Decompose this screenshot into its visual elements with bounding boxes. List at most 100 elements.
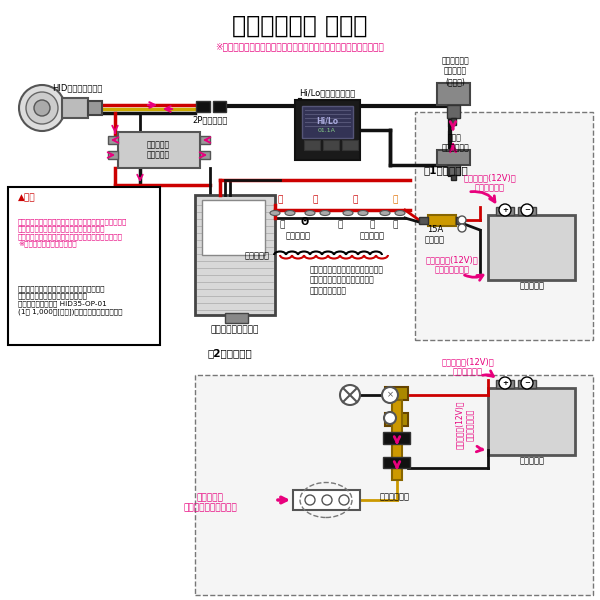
Ellipse shape: [270, 211, 280, 215]
Ellipse shape: [380, 211, 390, 215]
Text: 延長コード: 延長コード: [245, 251, 270, 260]
Circle shape: [521, 204, 533, 216]
Text: 15A
ヒューズ: 15A ヒューズ: [425, 225, 445, 245]
Text: バッテリー(12V)の
プラスに接続: バッテリー(12V)の プラスに接続: [442, 357, 494, 377]
Bar: [196, 101, 210, 112]
Bar: [383, 457, 410, 468]
Circle shape: [382, 387, 398, 403]
Circle shape: [19, 85, 65, 131]
Bar: [385, 387, 408, 400]
Bar: [496, 380, 514, 388]
Text: 橙: 橙: [392, 196, 398, 205]
Text: Θ: Θ: [301, 217, 309, 227]
Text: +: +: [502, 380, 508, 386]
Bar: [293, 490, 360, 510]
Bar: [447, 165, 460, 175]
Text: バッテリー: バッテリー: [520, 281, 545, 290]
Text: 黒: 黒: [337, 220, 343, 229]
Text: 黒: 黒: [392, 220, 398, 229]
Text: カワサキ車用 配線図: カワサキ車用 配線図: [232, 14, 368, 38]
Text: ヘッドライト
コネクター
(車輛側): ヘッドライト コネクター (車輛側): [441, 56, 469, 86]
Text: ギボシ端子: ギボシ端子: [286, 232, 311, 241]
Text: もう一方の
ユニットも同様に接続: もう一方の ユニットも同様に接続: [183, 493, 237, 512]
Ellipse shape: [358, 211, 368, 215]
Bar: [496, 207, 514, 215]
Bar: [488, 388, 575, 455]
Text: Hi/Lo: Hi/Lo: [316, 116, 338, 125]
Text: Hi/Loコントローラー: Hi/Loコントローラー: [299, 88, 355, 97]
Text: ライト
接続ハーネス: ライト 接続ハーネス: [441, 133, 469, 152]
Circle shape: [34, 100, 50, 116]
Circle shape: [340, 385, 360, 405]
Text: 01.1A: 01.1A: [318, 128, 336, 133]
Text: ギボシ端子: ギボシ端子: [359, 232, 385, 241]
Circle shape: [26, 92, 58, 124]
Circle shape: [499, 204, 511, 216]
Circle shape: [305, 495, 315, 505]
Bar: [415, 112, 593, 340]
Text: ドライバーユニットを接続する際、
コードの長さが足らない場合に
ご使用ください。: ドライバーユニットを接続する際、 コードの長さが足らない場合に ご使用ください。: [310, 265, 384, 295]
Text: −: −: [524, 207, 530, 213]
Text: 赤: 赤: [352, 196, 358, 205]
Bar: [213, 101, 226, 112]
Bar: [451, 118, 456, 125]
Text: バッテリー(12V)の
マイナスに接続: バッテリー(12V)の マイナスに接続: [425, 256, 478, 275]
Bar: [383, 432, 410, 444]
Bar: [62, 98, 88, 118]
Bar: [88, 101, 102, 115]
Text: バッテリー(12V)の
マイナスに接続: バッテリー(12V)の マイナスに接続: [455, 401, 475, 449]
Bar: [518, 380, 536, 388]
Bar: [200, 136, 210, 144]
Text: +: +: [500, 205, 509, 215]
Text: HIDバルブユニット: HIDバルブユニット: [52, 83, 103, 92]
Text: ※カワサキ車へ取付ける場合は、バッテリー直結タイプとなります。: ※カワサキ車へ取付ける場合は、バッテリー直結タイプとなります。: [215, 43, 385, 52]
Bar: [202, 200, 265, 255]
Text: +: +: [502, 207, 508, 213]
Text: バッテリー: バッテリー: [520, 457, 545, 466]
Bar: [488, 215, 575, 280]
Bar: [302, 106, 353, 138]
Text: 【1灯の場合】: 【1灯の場合】: [423, 165, 468, 175]
Bar: [108, 136, 118, 144]
Text: バルブ、ドライバーユニットから出ている赤線・黒線は
高電圧対応の特殊な電線なので、他の部材や
コネクターと交換・延長は絶対にしないでください。
※保証の対象外と: バルブ、ドライバーユニットから出ている赤線・黒線は 高電圧対応の特殊な電線なので…: [18, 218, 127, 247]
Circle shape: [384, 412, 396, 424]
Bar: [518, 207, 536, 215]
Text: 【2灯の場合】: 【2灯の場合】: [208, 348, 253, 358]
Bar: [419, 217, 428, 224]
Text: 赤: 赤: [313, 196, 317, 205]
Text: ▲注意: ▲注意: [18, 193, 35, 202]
Bar: [295, 100, 360, 160]
Text: 2Pコネクター: 2Pコネクター: [193, 115, 227, 124]
Bar: [456, 217, 464, 224]
Bar: [108, 151, 118, 159]
Bar: [447, 105, 460, 118]
Bar: [437, 150, 470, 165]
Bar: [385, 413, 408, 426]
Text: 赤: 赤: [277, 196, 283, 205]
Text: −: −: [523, 205, 532, 215]
Bar: [437, 83, 470, 105]
Circle shape: [339, 495, 349, 505]
Text: −: −: [524, 380, 530, 386]
Bar: [195, 195, 275, 315]
Bar: [342, 140, 358, 150]
Circle shape: [499, 377, 511, 389]
Bar: [392, 400, 402, 480]
Bar: [304, 140, 320, 150]
Text: ドライバーユニット: ドライバーユニット: [211, 325, 259, 335]
Bar: [118, 132, 200, 168]
Bar: [200, 151, 210, 159]
Ellipse shape: [305, 211, 315, 215]
Circle shape: [458, 216, 466, 224]
Text: 黒: 黒: [370, 220, 374, 229]
Bar: [8, 187, 160, 345]
Bar: [323, 140, 339, 150]
Bar: [195, 375, 593, 595]
Circle shape: [322, 495, 332, 505]
Ellipse shape: [320, 211, 330, 215]
Text: 延長ケーブル: 延長ケーブル: [380, 493, 410, 502]
Bar: [225, 313, 248, 323]
Text: 黒: 黒: [280, 220, 284, 229]
Text: 防水高電圧
コネクター: 防水高電圧 コネクター: [146, 140, 170, 160]
Ellipse shape: [285, 211, 295, 215]
